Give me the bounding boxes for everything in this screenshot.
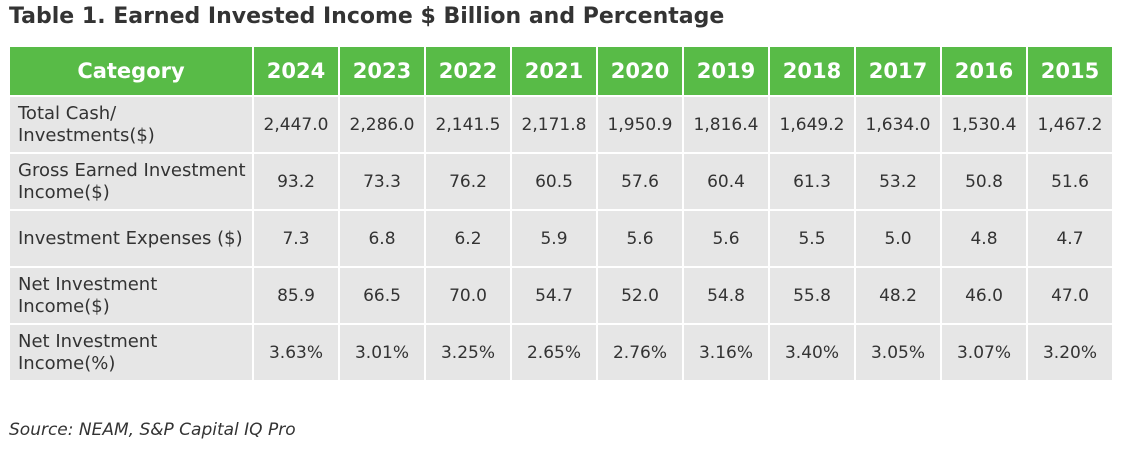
table-cell: 2,171.8 bbox=[510, 95, 598, 154]
table-cell: 1,467.2 bbox=[1026, 95, 1114, 154]
header-year: 2016 bbox=[940, 45, 1028, 97]
table-cell: 6.2 bbox=[424, 209, 512, 268]
row-label: Total Cash/ Investments($) bbox=[8, 95, 254, 154]
table-cell: 2,141.5 bbox=[424, 95, 512, 154]
table-cell: 5.0 bbox=[854, 209, 942, 268]
table-cell: 66.5 bbox=[338, 266, 426, 325]
table-cell: 1,816.4 bbox=[682, 95, 770, 154]
table-cell: 47.0 bbox=[1026, 266, 1114, 325]
table-row: Total Cash/ Investments($) 2,447.0 2,286… bbox=[8, 95, 1114, 154]
header-year: 2019 bbox=[682, 45, 770, 97]
table-cell: 3.25% bbox=[424, 323, 512, 382]
header-category: Category bbox=[8, 45, 254, 97]
table-row: Investment Expenses ($) 7.3 6.8 6.2 5.9 … bbox=[8, 209, 1114, 268]
table-cell: 55.8 bbox=[768, 266, 856, 325]
table-cell: 5.9 bbox=[510, 209, 598, 268]
table-cell: 48.2 bbox=[854, 266, 942, 325]
table-cell: 52.0 bbox=[596, 266, 684, 325]
table-cell: 85.9 bbox=[252, 266, 340, 325]
header-year: 2017 bbox=[854, 45, 942, 97]
table-cell: 5.6 bbox=[682, 209, 770, 268]
table-cell: 73.3 bbox=[338, 152, 426, 211]
table-cell: 3.63% bbox=[252, 323, 340, 382]
row-label: Gross Earned Investment Income($) bbox=[8, 152, 254, 211]
header-year: 2021 bbox=[510, 45, 598, 97]
table-cell: 3.01% bbox=[338, 323, 426, 382]
table-cell: 3.40% bbox=[768, 323, 856, 382]
table-cell: 76.2 bbox=[424, 152, 512, 211]
row-label: Net Investment Income($) bbox=[8, 266, 254, 325]
table-cell: 46.0 bbox=[940, 266, 1028, 325]
table-cell: 5.5 bbox=[768, 209, 856, 268]
table-cell: 4.7 bbox=[1026, 209, 1114, 268]
table-cell: 2,286.0 bbox=[338, 95, 426, 154]
table-cell: 3.07% bbox=[940, 323, 1028, 382]
income-table: Category 2024 2023 2022 2021 2020 2019 2… bbox=[8, 45, 1114, 382]
table-cell: 61.3 bbox=[768, 152, 856, 211]
header-year: 2020 bbox=[596, 45, 684, 97]
table-cell: 1,530.4 bbox=[940, 95, 1028, 154]
table-cell: 51.6 bbox=[1026, 152, 1114, 211]
table-row: Gross Earned Investment Income($) 93.2 7… bbox=[8, 152, 1114, 211]
table-cell: 53.2 bbox=[854, 152, 942, 211]
row-label: Investment Expenses ($) bbox=[8, 209, 254, 268]
header-year: 2023 bbox=[338, 45, 426, 97]
table-title: Table 1. Earned Invested Income $ Billio… bbox=[9, 4, 725, 29]
header-year: 2018 bbox=[768, 45, 856, 97]
table-cell: 1,950.9 bbox=[596, 95, 684, 154]
table-cell: 7.3 bbox=[252, 209, 340, 268]
header-year: 2024 bbox=[252, 45, 340, 97]
table-cell: 2.65% bbox=[510, 323, 598, 382]
header-row: Category 2024 2023 2022 2021 2020 2019 2… bbox=[8, 45, 1114, 97]
table-cell: 3.05% bbox=[854, 323, 942, 382]
header-year: 2015 bbox=[1026, 45, 1114, 97]
table-cell: 6.8 bbox=[338, 209, 426, 268]
table-cell: 2.76% bbox=[596, 323, 684, 382]
row-label: Net Investment Income(%) bbox=[8, 323, 254, 382]
source-note: Source: NEAM, S&P Capital IQ Pro bbox=[9, 420, 296, 440]
table-cell: 54.7 bbox=[510, 266, 598, 325]
table-row: Net Investment Income(%) 3.63% 3.01% 3.2… bbox=[8, 323, 1114, 382]
table-cell: 93.2 bbox=[252, 152, 340, 211]
table-cell: 5.6 bbox=[596, 209, 684, 268]
table-cell: 3.20% bbox=[1026, 323, 1114, 382]
table-cell: 2,447.0 bbox=[252, 95, 340, 154]
table-cell: 70.0 bbox=[424, 266, 512, 325]
table-cell: 1,649.2 bbox=[768, 95, 856, 154]
table-cell: 1,634.0 bbox=[854, 95, 942, 154]
header-year: 2022 bbox=[424, 45, 512, 97]
table-cell: 50.8 bbox=[940, 152, 1028, 211]
table-cell: 57.6 bbox=[596, 152, 684, 211]
table-cell: 4.8 bbox=[940, 209, 1028, 268]
table-cell: 54.8 bbox=[682, 266, 770, 325]
table-row: Net Investment Income($) 85.9 66.5 70.0 … bbox=[8, 266, 1114, 325]
table-cell: 60.5 bbox=[510, 152, 598, 211]
table-cell: 3.16% bbox=[682, 323, 770, 382]
table-cell: 60.4 bbox=[682, 152, 770, 211]
